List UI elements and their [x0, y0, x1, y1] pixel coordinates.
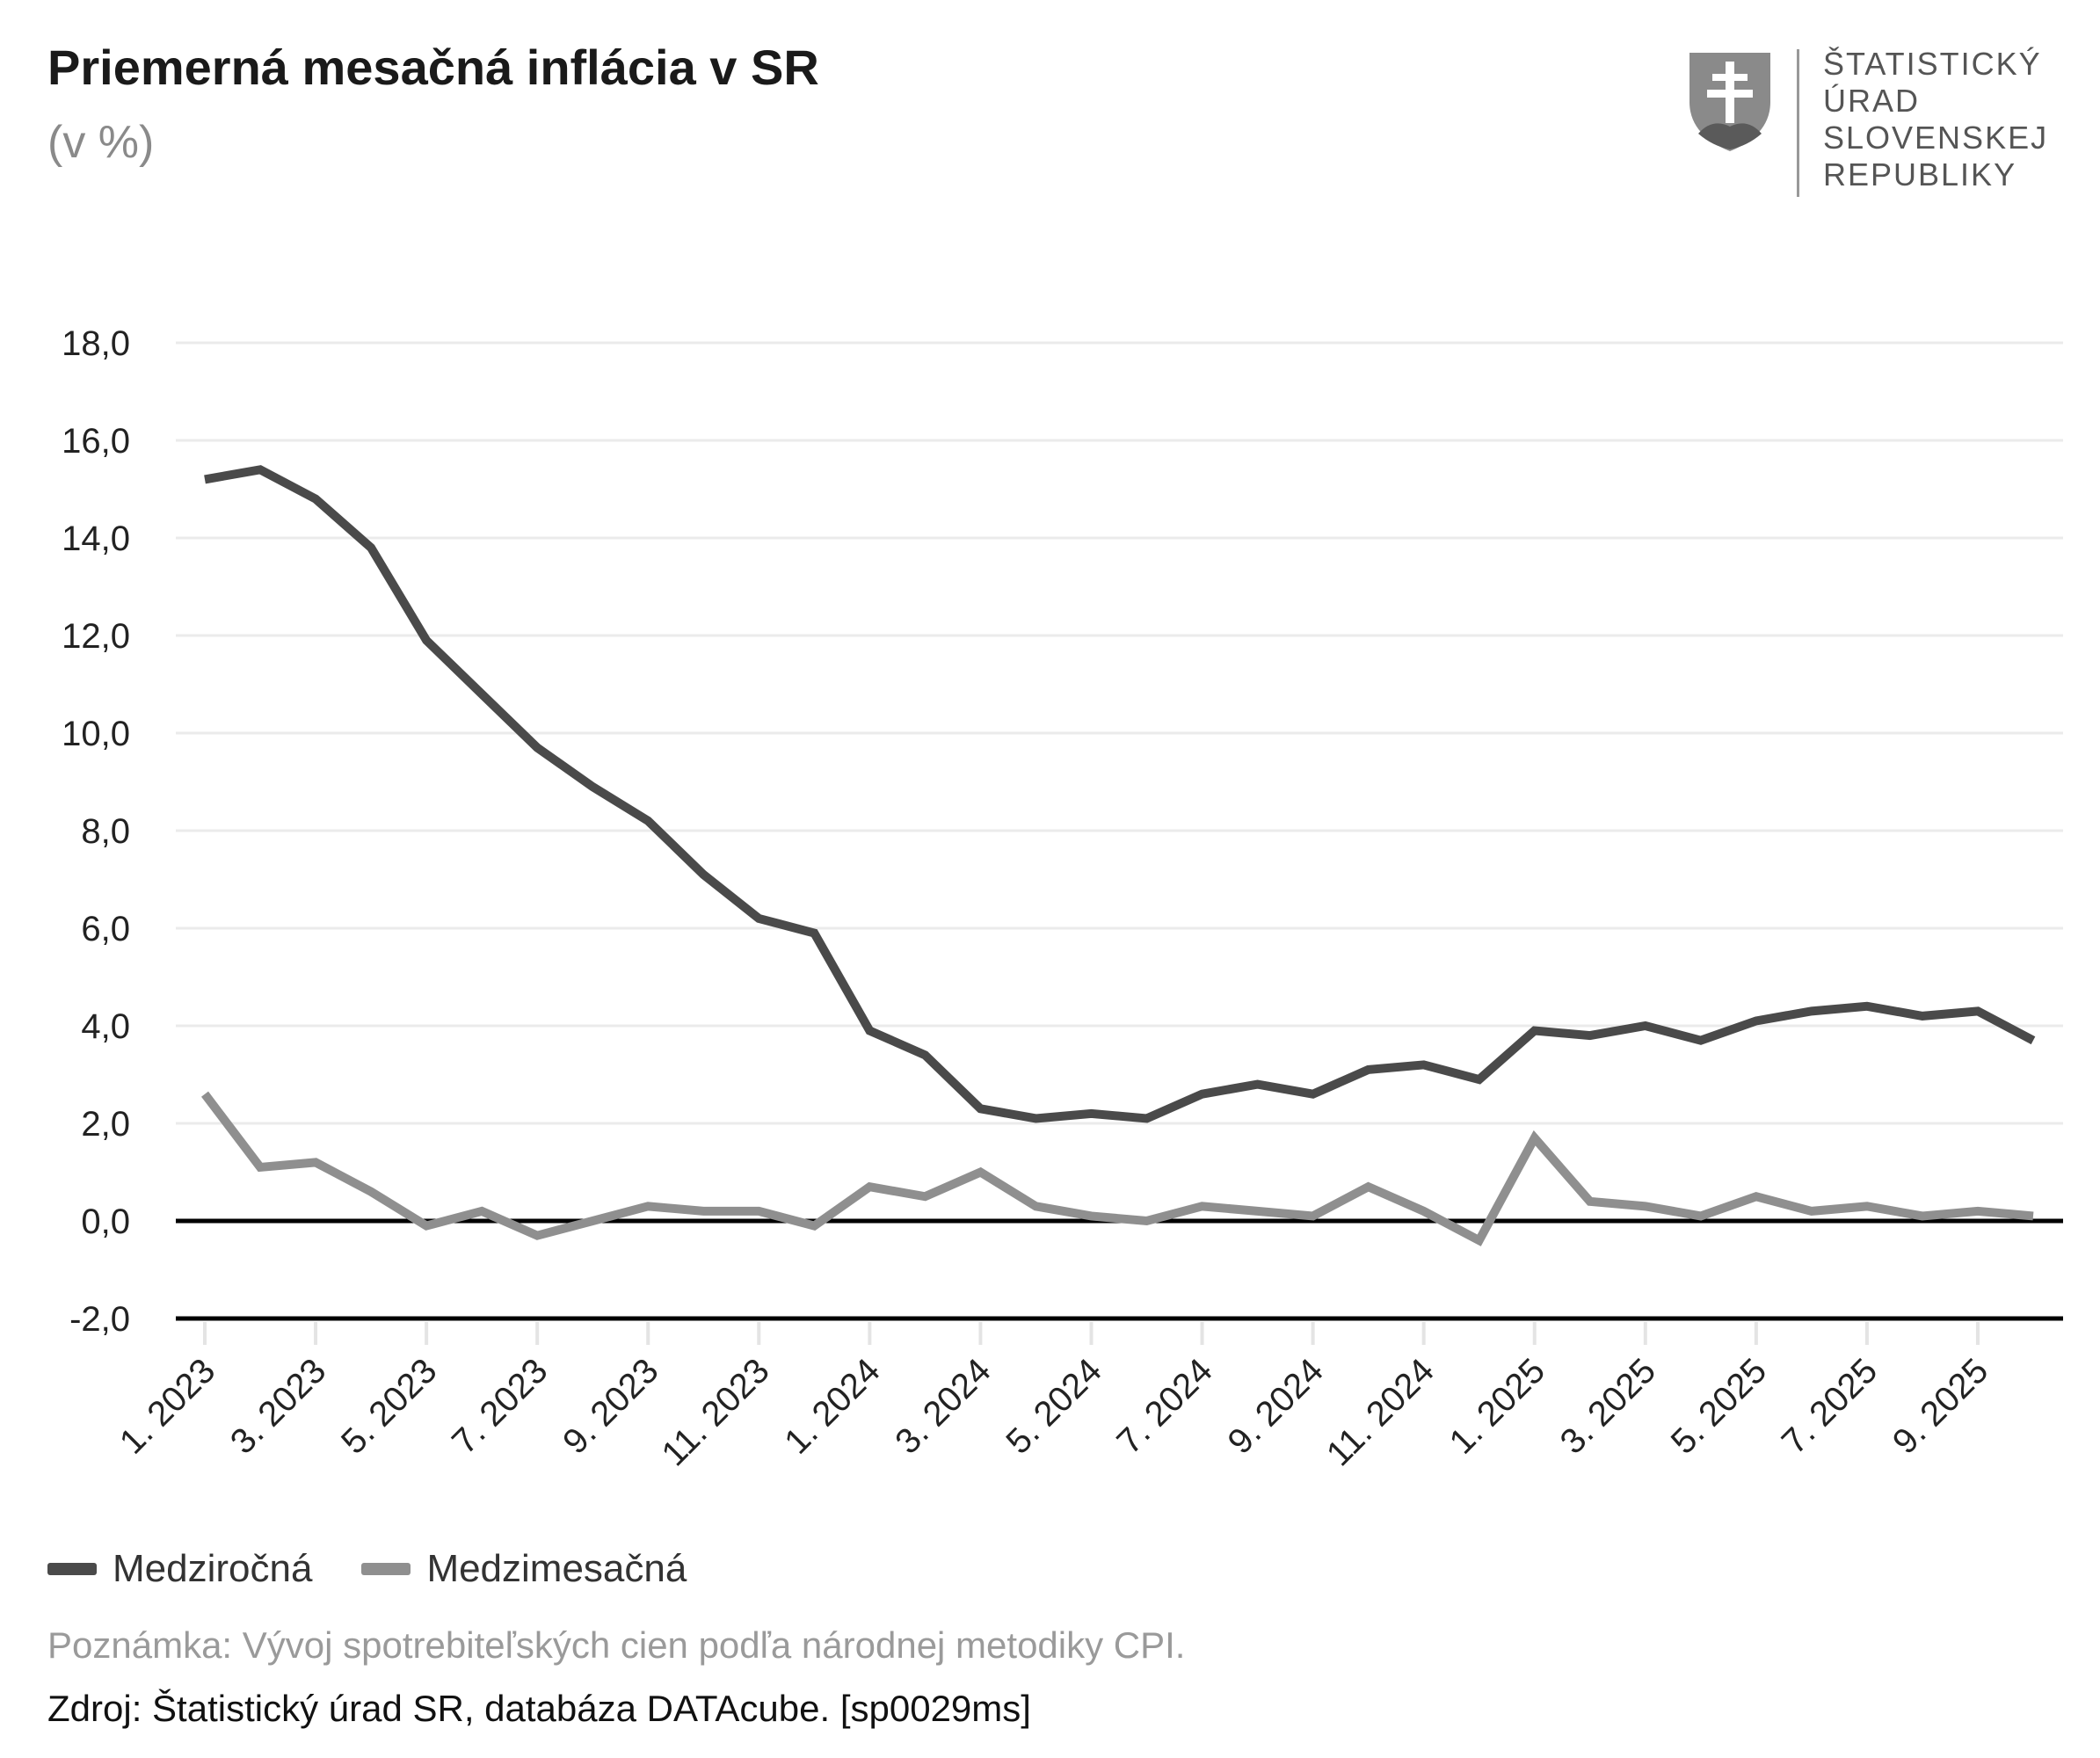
y-tick-label: 2,0 — [81, 1105, 130, 1144]
coat-of-arms-icon — [1689, 53, 1770, 151]
legend: Medziročná Medzimesačná — [47, 1547, 736, 1591]
y-tick-label: 4,0 — [81, 1007, 130, 1046]
x-tick-label: 11. 2023 — [655, 1351, 777, 1473]
legend-swatch — [47, 1563, 97, 1575]
x-tick-label: 5. 2025 — [1664, 1351, 1774, 1461]
x-tick-label: 9. 2024 — [1220, 1351, 1330, 1461]
x-tick-label: 1. 2024 — [777, 1351, 887, 1461]
y-tick-label: -2,0 — [69, 1300, 130, 1339]
x-tick-label: 3. 2024 — [888, 1351, 998, 1461]
y-tick-label: 12,0 — [62, 617, 130, 656]
y-tick-label: 16,0 — [62, 422, 130, 461]
x-tick-label: 9. 2023 — [556, 1351, 665, 1461]
y-tick-label: 8,0 — [81, 812, 130, 851]
series-line-medzimesacna — [201, 1091, 2034, 1246]
legend-label: Medzimesačná — [426, 1547, 687, 1590]
x-tick-label: 11. 2024 — [1319, 1351, 1442, 1473]
chart-title: Priemerná mesačná inflácia v SR — [47, 40, 819, 95]
y-tick-label: 18,0 — [62, 324, 130, 363]
y-tick-label: 6,0 — [81, 910, 130, 948]
x-tick-label: 1. 2023 — [113, 1351, 222, 1461]
line-chart: 18,0 16,0 14,0 12,0 10,0 8,0 6,0 4,0 2,0 0,0 -2,0 1… — [62, 324, 2063, 1473]
x-tick-label: 9. 2025 — [1886, 1351, 1995, 1461]
y-tick-label: 0,0 — [81, 1202, 130, 1241]
series-line-medzirocna — [204, 465, 2036, 1123]
statistical-office-logo: ŠTATISTICKÝ ÚRAD SLOVENSKEJ REPUBLIKY — [1686, 46, 2055, 204]
legend-item-medzirocna[interactable]: Medziročná — [47, 1547, 312, 1591]
x-tick-label: 3. 2023 — [223, 1351, 333, 1461]
x-tick-label: 5. 2023 — [334, 1351, 444, 1461]
logo-line: SLOVENSKEJ — [1823, 120, 2049, 156]
x-tick-label: 3. 2025 — [1553, 1351, 1663, 1461]
logo-divider — [1797, 49, 1799, 197]
x-tick-label: 7. 2023 — [445, 1351, 555, 1461]
x-tick-label: 7. 2024 — [1109, 1351, 1219, 1461]
chart-subtitle: (v %) — [47, 117, 155, 168]
logo-line: REPUBLIKY — [1823, 156, 2017, 193]
source-note: Zdroj: Štatistický úrad SR, databáza DAT… — [47, 1688, 1031, 1729]
x-tick-label: 7. 2025 — [1775, 1351, 1885, 1461]
legend-swatch — [361, 1563, 411, 1575]
legend-label: Medziročná — [113, 1547, 313, 1590]
x-tick-label: 5. 2024 — [999, 1351, 1108, 1461]
y-tick-label: 14,0 — [62, 519, 130, 558]
legend-item-medzimesacna[interactable]: Medzimesačná — [361, 1547, 687, 1591]
y-tick-label: 10,0 — [62, 715, 130, 753]
logo-line: ÚRAD — [1823, 83, 1921, 119]
logo-line: ŠTATISTICKÝ — [1823, 46, 2042, 82]
footnote: Poznámka: Vývoj spotrebiteľských cien po… — [47, 1624, 1186, 1666]
logo-text: ŠTATISTICKÝ ÚRAD SLOVENSKEJ REPUBLIKY — [1823, 46, 2048, 193]
x-tick-label: 1. 2025 — [1442, 1351, 1552, 1461]
